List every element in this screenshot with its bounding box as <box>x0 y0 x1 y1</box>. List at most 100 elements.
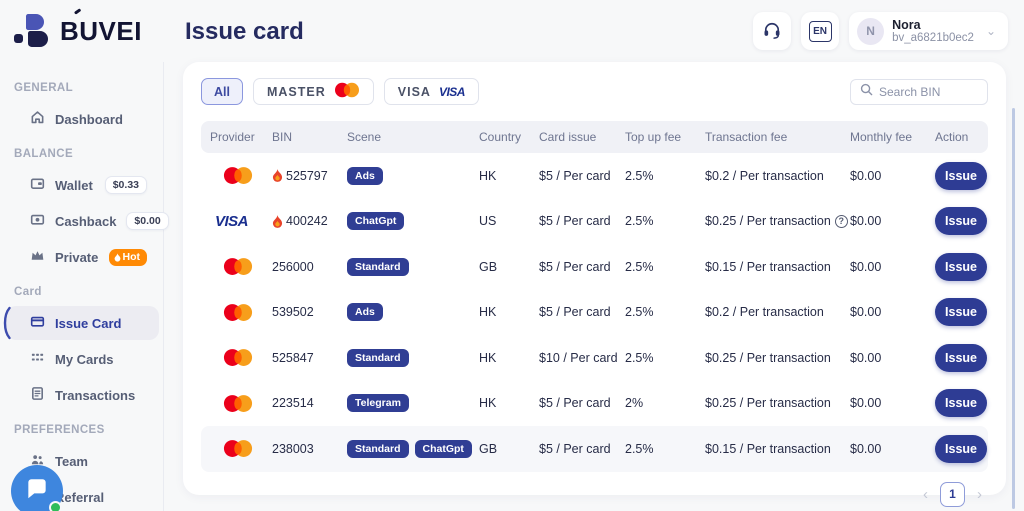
active-item-bracket <box>1 306 11 343</box>
col-transaction-fee: Transaction fee <box>705 130 788 144</box>
top-up-fee: 2.5% <box>625 259 654 274</box>
filter-tab-master[interactable]: MASTER <box>252 78 374 105</box>
crown-icon <box>30 248 45 266</box>
support-button[interactable] <box>753 12 792 50</box>
prev-page-button[interactable]: ‹ <box>923 485 928 503</box>
scene-badge: Ads <box>347 303 383 322</box>
info-question-icon[interactable]: ? <box>834 214 848 228</box>
card-icon <box>30 314 45 332</box>
filter-tab-visa[interactable]: VISA VISA <box>383 78 479 105</box>
scene-badge: Standard <box>347 348 409 367</box>
table-row: 256000 Standard GB $5 / Per card 2.5% $0… <box>201 244 988 290</box>
country: GB <box>479 259 498 274</box>
filter-toolbar: All MASTER VISA VISA <box>201 78 988 105</box>
headset-icon <box>762 20 782 43</box>
monthly-fee: $0.00 <box>850 396 882 411</box>
table-row: 525797 Ads HK $5 / Per card 2.5% $0.2 / … <box>201 153 988 199</box>
user-menu[interactable]: N Nora bv_a6821b0ec2 ⌄ <box>849 12 1008 50</box>
table-row: VISA 400242 ChatGpt US $5 / Per card 2.5… <box>201 199 988 245</box>
card-issue-fee: $5 / Per card <box>539 168 611 183</box>
scene-badge: Standard <box>347 257 409 276</box>
sidebar-item-my-cards[interactable]: My Cards <box>0 342 159 376</box>
top-header: BUVEI Issue card EN N Nora bv_a6821b0ec2 <box>0 0 1024 62</box>
bin-number: 223514 <box>272 396 314 411</box>
logo-accent <box>73 8 82 15</box>
filter-tab-all[interactable]: All <box>201 78 243 105</box>
visa-logo: VISA <box>215 212 249 230</box>
country: HK <box>479 350 497 365</box>
col-country: Country <box>479 130 522 144</box>
sidebar-item-issue-card[interactable]: Issue Card <box>3 306 159 340</box>
card-issue-fee: $5 / Per card <box>539 305 611 320</box>
bin-number: 256000 <box>272 259 314 274</box>
issue-button[interactable]: Issue <box>935 389 987 418</box>
table-row: 238003 Standard ChatGpt GB $5 / Per card… <box>201 426 988 472</box>
next-page-button[interactable]: › <box>977 485 982 503</box>
issue-button[interactable]: Issue <box>935 207 987 236</box>
transaction-fee: $0.15 / Per transaction <box>705 441 831 456</box>
table-header: Provider BIN Scene Country Card issue To… <box>201 121 988 153</box>
scene-badge: ChatGpt <box>347 212 405 231</box>
page-number[interactable]: 1 <box>940 481 965 507</box>
col-action: Action <box>935 130 969 144</box>
country: US <box>479 214 497 229</box>
sidebar: GENERAL Dashboard BALANCE Wallet $0.33 C… <box>0 62 169 511</box>
language-label: EN <box>808 20 832 42</box>
issue-button[interactable]: Issue <box>935 161 987 190</box>
logo-text: BUVEI <box>60 15 142 46</box>
country: HK <box>479 396 497 411</box>
scrollbar[interactable] <box>1012 108 1015 509</box>
transactions-icon <box>30 386 45 404</box>
issue-button[interactable]: Issue <box>935 434 987 463</box>
bin-number: 525797 <box>286 168 328 183</box>
transaction-fee: $0.25 / Per transaction <box>705 396 831 411</box>
hot-flame-icon <box>272 169 283 183</box>
transaction-fee: $0.2 / Per transaction <box>705 305 824 320</box>
sidebar-item-private[interactable]: Private Hot <box>0 240 159 274</box>
sidebar-item-wallet[interactable]: Wallet $0.33 <box>0 168 159 202</box>
col-scene: Scene <box>347 130 382 144</box>
cashback-icon <box>30 212 45 230</box>
issue-card-panel: All MASTER VISA VISA Provider BIN Scene … <box>183 62 1006 507</box>
flame-icon <box>114 252 120 262</box>
table-row: 539502 Ads HK $5 / Per card 2.5% $0.2 / … <box>201 290 988 336</box>
col-card-issue: Card issue <box>539 130 597 144</box>
online-status-dot <box>49 501 62 511</box>
issue-button[interactable]: Issue <box>935 252 987 281</box>
logo-mark-icon <box>14 13 52 49</box>
chat-widget-button[interactable] <box>11 465 63 511</box>
search-bin-input[interactable] <box>879 84 978 99</box>
top-up-fee: 2.5% <box>625 168 654 183</box>
avatar: N <box>857 17 885 45</box>
monthly-fee: $0.00 <box>850 259 882 274</box>
home-icon <box>30 110 45 128</box>
sidebar-item-cashback[interactable]: Cashback $0.00 <box>0 204 169 238</box>
mastercard-icon <box>334 82 360 101</box>
search-icon <box>860 83 873 101</box>
cashback-balance-badge: $0.00 <box>126 212 169 230</box>
issue-button[interactable]: Issue <box>935 298 987 327</box>
bin-table: Provider BIN Scene Country Card issue To… <box>201 121 988 472</box>
scene-badge: Telegram <box>347 394 409 413</box>
app-logo[interactable]: BUVEI <box>14 8 142 49</box>
search-bin-box[interactable] <box>850 78 988 105</box>
sidebar-item-dashboard[interactable]: Dashboard <box>0 102 159 136</box>
language-button[interactable]: EN <box>801 12 840 50</box>
user-id: bv_a6821b0ec2 <box>892 31 974 44</box>
page-title: Issue card <box>185 18 304 45</box>
bin-number: 238003 <box>272 441 314 456</box>
monthly-fee: $0.00 <box>850 168 882 183</box>
sidebar-item-transactions[interactable]: Transactions <box>0 378 159 412</box>
issue-button[interactable]: Issue <box>935 343 987 372</box>
country: HK <box>479 305 497 320</box>
scene-badge: Standard <box>347 439 409 458</box>
bin-number: 525847 <box>272 350 314 365</box>
mastercard-icon <box>201 166 272 185</box>
sidebar-item-team[interactable]: Team <box>0 444 159 478</box>
scene-badge: ChatGpt <box>414 439 472 458</box>
top-up-fee: 2.5% <box>625 350 654 365</box>
mastercard-icon <box>201 257 272 276</box>
cards-grid-icon <box>30 350 45 368</box>
col-monthly-fee: Monthly fee <box>850 130 913 144</box>
hot-badge: Hot <box>108 248 147 266</box>
